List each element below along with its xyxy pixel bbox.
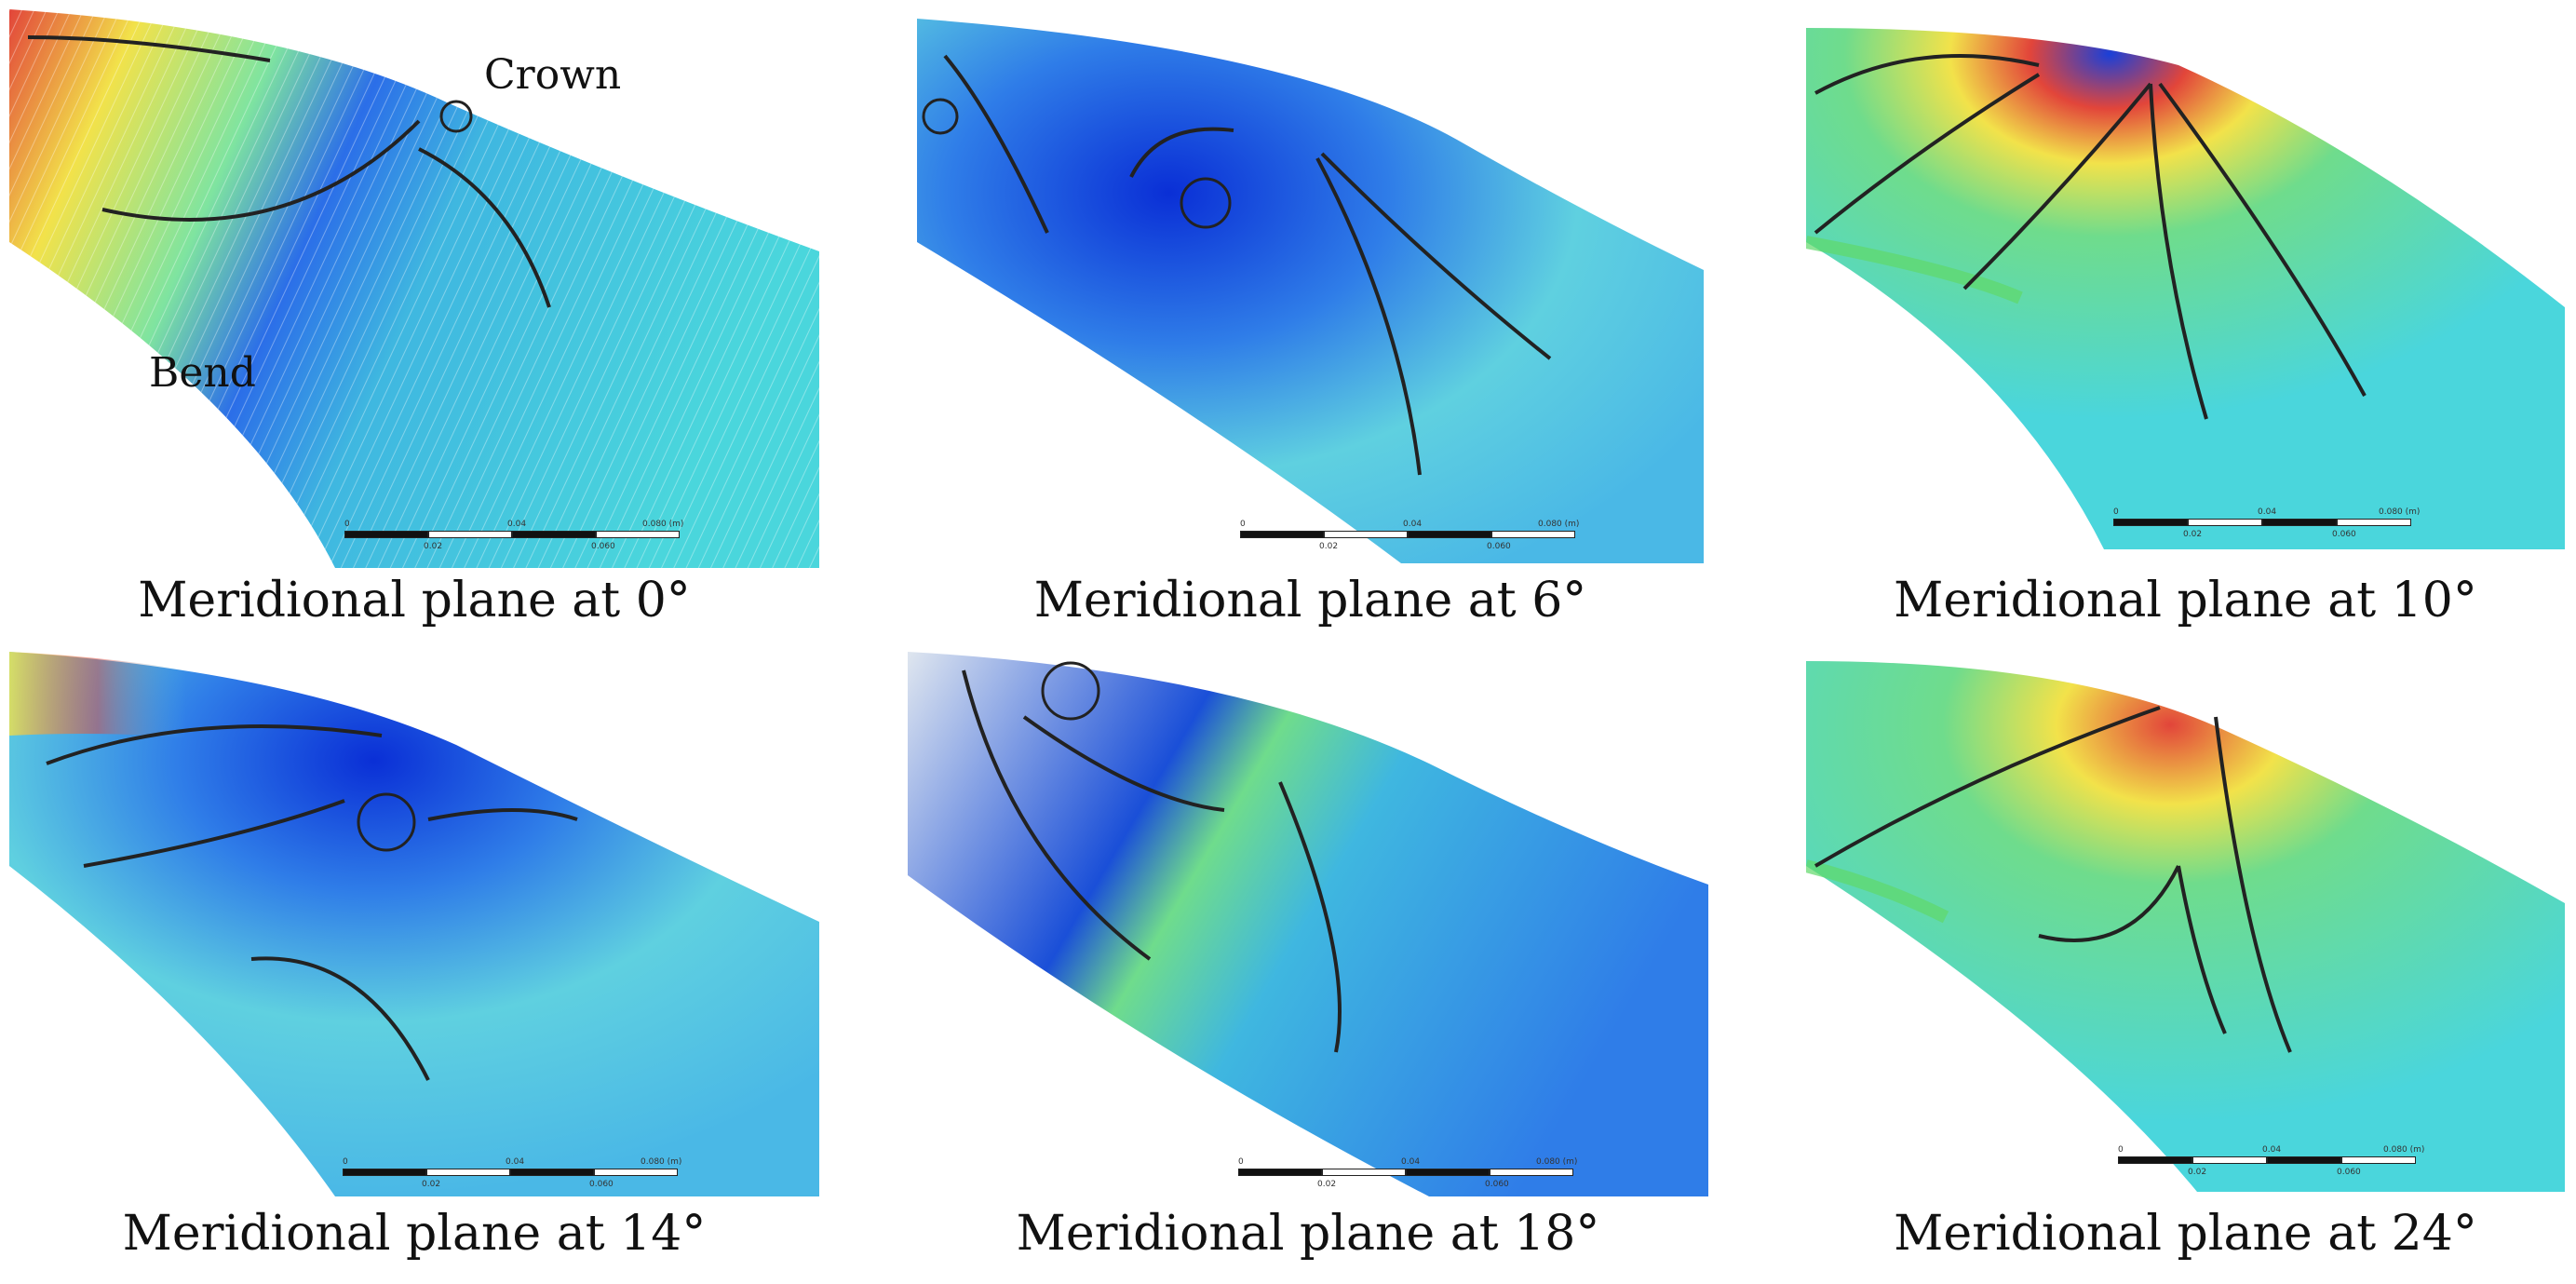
scale-tick: 0.04 xyxy=(506,1157,525,1167)
scale-tick: 0.080 (m) xyxy=(1536,1157,1578,1167)
scale-bar: 0 0.02 0.04 0.060 0.080 (m) xyxy=(2118,1145,2424,1188)
scale-tick: 0.02 xyxy=(422,1180,441,1189)
panel-24deg xyxy=(1806,661,2565,1192)
scale-tick: 0 xyxy=(2118,1145,2124,1155)
caption-18deg: Meridional plane at 18° xyxy=(1016,1206,1600,1262)
caption-24deg: Meridional plane at 24° xyxy=(1894,1206,2477,1262)
scale-tick: 0.080 (m) xyxy=(641,1157,682,1167)
scale-tick: 0.04 xyxy=(1403,520,1423,529)
scale-tick: 0 xyxy=(1240,520,1246,529)
scale-bar: 0 0.02 0.04 0.060 0.080 (m) xyxy=(344,520,683,562)
scale-bar: 0 0.02 0.04 0.060 0.080 (m) xyxy=(1240,520,1579,562)
streamline-plot-10deg xyxy=(1806,28,2565,549)
scale-tick: 0.04 xyxy=(1401,1157,1421,1167)
scale-bar: 0 0.02 0.04 0.060 0.080 (m) xyxy=(343,1157,681,1200)
streamline-plot-24deg xyxy=(1806,661,2565,1192)
scale-tick: 0.02 xyxy=(2188,1168,2207,1177)
scale-tick: 0.060 xyxy=(1487,542,1511,551)
label-crown: Crown xyxy=(484,51,622,99)
streamline-plot-14deg xyxy=(9,652,819,1196)
panel-14deg xyxy=(9,652,819,1196)
streamline-plot-18deg xyxy=(908,652,1708,1196)
scale-tick: 0 xyxy=(344,520,350,529)
scale-tick: 0.060 xyxy=(2332,530,2356,539)
caption-6deg: Meridional plane at 6° xyxy=(1033,573,1587,628)
panel-18deg xyxy=(908,652,1708,1196)
scale-tick: 0.02 xyxy=(1317,1180,1337,1189)
scale-tick: 0 xyxy=(2113,507,2119,517)
scale-tick: 0.04 xyxy=(2262,1145,2282,1155)
scale-tick: 0.02 xyxy=(424,542,443,551)
scale-bar: 0 0.02 0.04 0.060 0.080 (m) xyxy=(1238,1157,1577,1200)
panel-0deg: Crown Bend xyxy=(9,9,819,568)
scale-tick: 0.060 xyxy=(591,542,615,551)
scale-tick: 0 xyxy=(1238,1157,1244,1167)
scale-tick: 0.02 xyxy=(2183,530,2203,539)
vortex-marker xyxy=(439,100,473,133)
scale-tick: 0.04 xyxy=(2258,507,2277,517)
scale-tick: 0.060 xyxy=(2337,1168,2361,1177)
scale-bar: 0 0.02 0.04 0.060 0.080 (m) xyxy=(2113,507,2420,550)
caption-10deg: Meridional plane at 10° xyxy=(1894,573,2477,628)
panel-6deg xyxy=(917,9,1704,563)
caption-14deg: Meridional plane at 14° xyxy=(122,1206,707,1262)
scale-tick: 0.080 (m) xyxy=(2383,1145,2425,1155)
vortex-marker xyxy=(1180,177,1232,229)
streamline-plot-0deg xyxy=(9,9,819,568)
caption-0deg: Meridional plane at 0° xyxy=(138,573,691,628)
scale-tick: 0.060 xyxy=(589,1180,614,1189)
streamline-plot-6deg xyxy=(917,19,1704,563)
scale-tick: 0.080 (m) xyxy=(642,520,684,529)
flow-arrow xyxy=(27,35,271,62)
scale-tick: 0.02 xyxy=(1319,542,1339,551)
scale-tick: 0 xyxy=(343,1157,348,1167)
scale-tick: 0.060 xyxy=(1485,1180,1509,1189)
scale-tick: 0.080 (m) xyxy=(1538,520,1580,529)
panel-10deg xyxy=(1806,28,2565,549)
scale-tick: 0.080 (m) xyxy=(2379,507,2421,517)
label-bend: Bend xyxy=(149,349,256,397)
scale-tick: 0.04 xyxy=(507,520,527,529)
vortex-marker xyxy=(1041,661,1100,721)
vortex-marker xyxy=(357,792,416,852)
